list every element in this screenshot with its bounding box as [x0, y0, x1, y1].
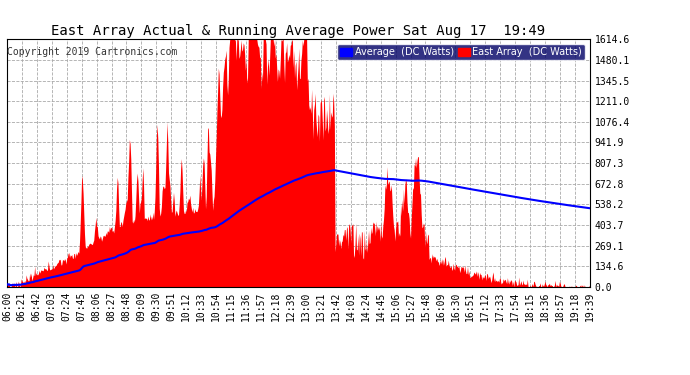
Legend: Average  (DC Watts), East Array  (DC Watts): Average (DC Watts), East Array (DC Watts…: [337, 44, 585, 60]
Text: Copyright 2019 Cartronics.com: Copyright 2019 Cartronics.com: [8, 47, 178, 57]
Title: East Array Actual & Running Average Power Sat Aug 17  19:49: East Array Actual & Running Average Powe…: [51, 24, 546, 38]
